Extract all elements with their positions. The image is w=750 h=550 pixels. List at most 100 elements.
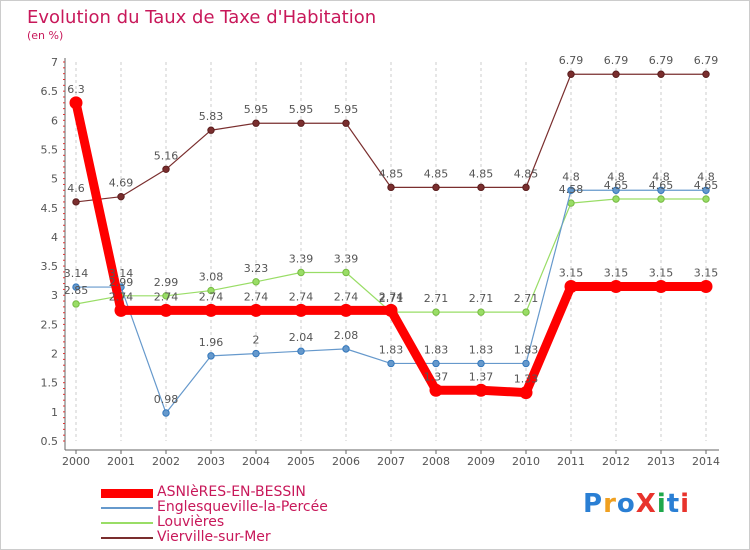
data-label: 4.8	[697, 170, 715, 183]
data-point	[387, 183, 395, 192]
logo-letter: t	[666, 489, 681, 519]
data-point	[117, 192, 125, 201]
data-label: 2.74	[199, 290, 224, 303]
data-point	[702, 70, 710, 78]
data-label: 2.08	[334, 329, 359, 342]
chart-title: Evolution du Taux de Taxe d'Habitation	[27, 7, 377, 28]
y-tick-label: 6.5	[41, 85, 59, 98]
axes	[63, 58, 719, 454]
data-label: 3.39	[334, 252, 359, 265]
legend-swatch	[101, 537, 153, 539]
legend-swatch	[101, 488, 153, 498]
data-label: 2.74	[289, 290, 314, 303]
data-label: 5.95	[244, 103, 269, 116]
data-label: 2.74	[334, 290, 359, 303]
y-tick-label: 4.5	[41, 202, 59, 215]
data-label: 2.74	[244, 290, 269, 303]
x-tick-label: 2006	[332, 455, 360, 468]
data-label: 1.37	[424, 370, 449, 383]
data-point	[384, 303, 398, 317]
data-point	[339, 303, 353, 317]
series-layer	[69, 70, 713, 417]
data-label: 4.58	[559, 183, 584, 196]
grid-lines	[75, 62, 707, 441]
data-point	[207, 286, 215, 295]
data-point	[657, 186, 665, 194]
y-tick-label: 1.5	[41, 377, 59, 390]
y-tick-label: 7	[51, 56, 58, 69]
data-label: 3.14	[64, 267, 89, 280]
data-label: 1.83	[514, 343, 539, 356]
data-point	[297, 268, 305, 277]
legend-swatch	[101, 522, 153, 524]
data-point	[567, 186, 575, 194]
data-label: 1.33	[514, 373, 539, 386]
data-label: 3.15	[559, 266, 584, 279]
data-label: 3.08	[199, 271, 224, 284]
data-point	[702, 186, 710, 194]
legend-label: Vierville-sur-Mer	[157, 529, 271, 545]
y-tick-label: 3	[51, 289, 58, 302]
data-label: 5.83	[199, 110, 224, 123]
y-tick-label: 3.5	[41, 260, 59, 273]
y-tick-label: 2.5	[41, 318, 59, 331]
data-point	[699, 279, 713, 293]
data-label: 4.85	[514, 167, 539, 180]
data-label: 2.71	[514, 292, 539, 305]
data-point	[207, 126, 215, 134]
data-label: 2.04	[289, 331, 314, 344]
data-label: 2.74	[154, 290, 179, 303]
data-label: 2.71	[469, 292, 494, 305]
data-point	[204, 303, 218, 317]
data-point	[522, 308, 530, 316]
data-point	[252, 119, 260, 127]
data-point	[657, 70, 665, 78]
data-point	[519, 386, 533, 400]
data-label: 1.83	[379, 343, 404, 356]
x-tick-label: 2005	[287, 455, 315, 468]
data-label: 1.37	[469, 370, 494, 383]
legend-swatch	[101, 507, 153, 509]
x-tick-label: 2000	[62, 455, 90, 468]
legend-label: Louvières	[157, 514, 225, 530]
data-point	[342, 345, 350, 353]
logo-letter: P	[583, 489, 604, 519]
y-tick-label: 4	[51, 231, 58, 244]
data-label: 6.79	[604, 54, 629, 67]
data-point	[522, 183, 530, 192]
data-point	[477, 183, 485, 192]
data-point	[609, 279, 623, 293]
x-tick-label: 2009	[467, 455, 495, 468]
x-tick-label: 2004	[242, 455, 270, 468]
data-label: 1.83	[424, 343, 449, 356]
x-tick-label: 2007	[377, 455, 405, 468]
data-label: 2	[253, 334, 260, 347]
data-label: 4.69	[109, 177, 134, 190]
x-tick-label: 2008	[422, 455, 450, 468]
data-label: 4.65	[604, 179, 629, 192]
data-point	[297, 119, 305, 127]
data-point	[249, 303, 263, 317]
data-label: 4.65	[694, 179, 719, 192]
data-label: 3.15	[604, 266, 629, 279]
y-tick-label: 5.5	[41, 143, 59, 156]
legend-label: ASNIèRES-EN-BESSIN	[157, 484, 306, 500]
data-label: 3.14	[109, 267, 134, 280]
x-tick-label: 2012	[602, 455, 630, 468]
x-tick-label: 2010	[512, 455, 540, 468]
data-label: 4.85	[379, 167, 404, 180]
unit-label: (en %)	[27, 29, 64, 42]
logo-letter: i	[656, 489, 667, 519]
data-label: 4.6	[67, 182, 85, 195]
data-point	[162, 409, 170, 417]
y-tick-label: 6	[51, 114, 58, 127]
data-point	[612, 70, 620, 78]
data-point	[294, 303, 308, 317]
x-tick-label: 2003	[197, 455, 225, 468]
data-label: 3.15	[694, 266, 719, 279]
data-point	[114, 303, 128, 317]
data-point	[564, 279, 578, 293]
data-point	[522, 359, 530, 368]
data-label: 2.74	[109, 290, 134, 303]
